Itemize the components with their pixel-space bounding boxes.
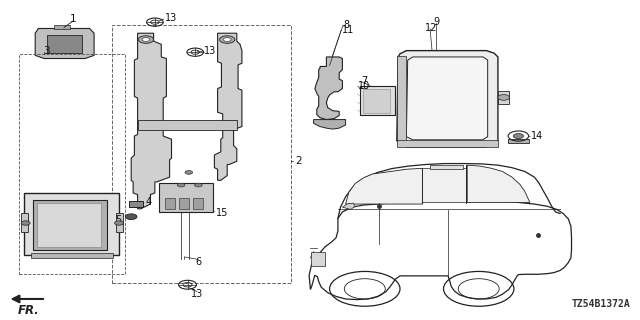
Bar [33, 200, 107, 250]
Circle shape [185, 171, 193, 174]
Bar [112, 25, 291, 283]
Text: 13: 13 [204, 46, 216, 56]
Bar [508, 139, 529, 143]
Bar [47, 36, 82, 53]
Text: 10: 10 [358, 81, 371, 91]
Text: 5: 5 [115, 215, 122, 225]
Bar [21, 212, 28, 232]
Bar [498, 91, 509, 104]
Bar [116, 212, 123, 232]
Circle shape [220, 36, 235, 43]
Bar [159, 183, 213, 212]
Polygon shape [397, 51, 498, 147]
Bar [422, 168, 466, 203]
Bar [19, 54, 125, 274]
Text: 13: 13 [165, 13, 177, 23]
Bar [193, 198, 203, 209]
Circle shape [138, 36, 154, 43]
Text: 1: 1 [70, 14, 77, 24]
Polygon shape [314, 120, 346, 129]
Bar [37, 203, 101, 247]
Text: TZ54B1372A: TZ54B1372A [572, 300, 630, 309]
Text: 3: 3 [44, 46, 50, 56]
Text: 6: 6 [195, 257, 202, 267]
Circle shape [223, 38, 231, 42]
Bar [363, 89, 390, 113]
Text: 14: 14 [531, 131, 543, 141]
Circle shape [125, 214, 137, 220]
Polygon shape [406, 57, 488, 140]
Bar [31, 253, 113, 258]
Circle shape [498, 95, 509, 100]
Bar [397, 56, 406, 141]
Polygon shape [346, 168, 422, 204]
Polygon shape [131, 33, 172, 209]
Bar [430, 164, 463, 169]
Polygon shape [35, 28, 94, 59]
Text: 11: 11 [342, 25, 354, 35]
Bar [397, 140, 498, 147]
Text: 4: 4 [145, 196, 152, 206]
Circle shape [513, 133, 524, 139]
Circle shape [177, 183, 185, 187]
Bar [311, 252, 325, 266]
Circle shape [115, 221, 124, 225]
Text: 8: 8 [344, 20, 350, 30]
Bar [24, 193, 119, 255]
Bar [54, 25, 70, 29]
Polygon shape [315, 57, 342, 120]
Text: 13: 13 [191, 289, 204, 299]
Circle shape [195, 183, 202, 187]
Polygon shape [467, 165, 530, 203]
Text: 7: 7 [362, 76, 368, 86]
Bar [360, 86, 395, 115]
Bar [179, 198, 189, 209]
Text: 2: 2 [296, 156, 302, 166]
Circle shape [21, 221, 30, 225]
Bar [165, 198, 175, 209]
Circle shape [142, 38, 150, 42]
Bar [138, 120, 237, 130]
Polygon shape [342, 203, 355, 209]
Text: 15: 15 [216, 208, 228, 218]
Bar [129, 201, 143, 207]
Text: 9: 9 [433, 17, 440, 27]
Polygon shape [214, 33, 242, 180]
Text: 12: 12 [425, 23, 438, 33]
Text: FR.: FR. [18, 304, 40, 317]
